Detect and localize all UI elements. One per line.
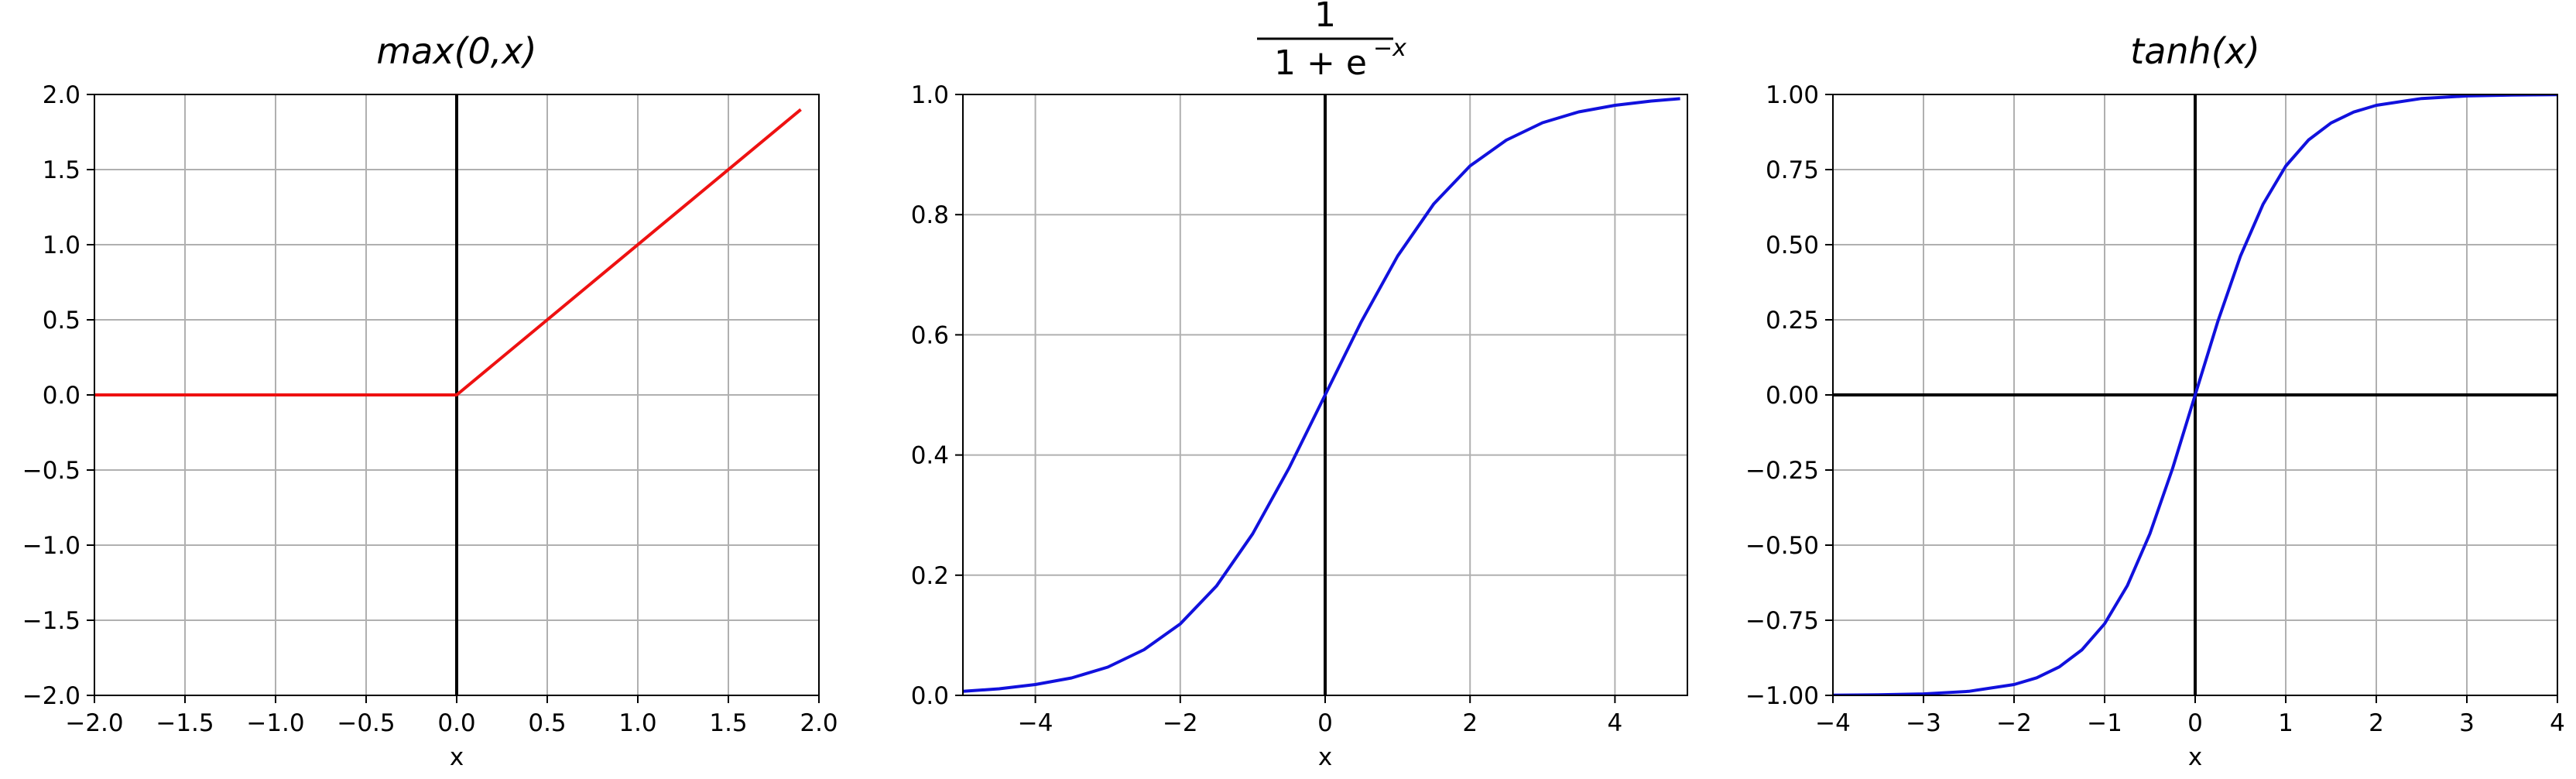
y-tick-label: 0.6	[911, 321, 949, 349]
x-axis-label: x	[1318, 743, 1332, 771]
chart-title-numerator: 1	[1314, 0, 1336, 35]
series-line-1	[963, 97, 1680, 693]
x-tick-label: 1	[2278, 709, 2293, 737]
x-axis-label: x	[2188, 743, 2202, 771]
x-tick-label: 1.0	[618, 709, 656, 737]
chart-panel-3: −4 −3 −2 −1 0 1 2 3 4 −1.00 −0.75 −0.50 −0.25 0.00 0.2…	[1745, 30, 2565, 771]
y-tick-label: −0.5	[22, 457, 80, 485]
x-tick-label: 3	[2459, 709, 2475, 737]
series-line-1	[94, 108, 802, 396]
x-tick-label: 4	[1608, 709, 1623, 737]
x-tick-label: 0	[2187, 709, 2203, 737]
y-tick-label: 0.8	[911, 201, 949, 229]
y-tick-label: 0.50	[1766, 232, 1819, 259]
y-tick-label: 2.0	[43, 81, 80, 109]
y-tick-label: 1.00	[1766, 81, 1819, 109]
chart-panel-1: −2.0 −1.5 −1.0 −0.5 0.0 0.5 1.0 1.5 2.0 −2.0 −1.5 −…	[22, 30, 838, 771]
y-tick-label: −1.5	[22, 607, 80, 635]
x-tick-label: −0.5	[337, 709, 395, 737]
y-tick-label: −2.0	[22, 682, 80, 710]
x-tick-label: −2	[1996, 709, 2032, 737]
x-tick-label: −1	[2087, 709, 2122, 737]
x-tick-label: −3	[1906, 709, 1941, 737]
x-tick-label: 4	[2550, 709, 2565, 737]
series-line-1	[1833, 94, 2557, 695]
y-tick-label: 0.75	[1766, 156, 1819, 184]
chart-title-exponent: −x	[1373, 35, 1406, 62]
y-tick-label: 1.5	[43, 156, 80, 184]
x-tick-label: 0	[1317, 709, 1333, 737]
x-tick-label: 2.0	[800, 709, 838, 737]
chart-panel-2: −4 −2 0 2 4 0.0 0.2 0.4 0.6 0.8 1.0 x 1 1 + e −x	[911, 0, 1688, 771]
y-tick-label: 0.0	[43, 382, 80, 410]
x-tick-label: −2.0	[65, 709, 123, 737]
chart-title-denominator: 1 + e	[1274, 43, 1367, 83]
chart-title: max(0,x)	[376, 30, 536, 72]
y-tick-label: 0.0	[911, 682, 949, 710]
y-tick-label: −0.75	[1745, 607, 1819, 635]
y-tick-label: −0.25	[1745, 457, 1819, 485]
y-tick-label: 1.0	[911, 81, 949, 109]
x-tick-label: 0.5	[528, 709, 566, 737]
x-axis-label: x	[450, 743, 464, 771]
y-tick-label: −1.00	[1745, 682, 1819, 710]
x-tick-label: −1.0	[246, 709, 304, 737]
x-tick-label: 1.5	[709, 709, 747, 737]
x-tick-label: −4	[1018, 709, 1053, 737]
x-tick-label: −4	[1815, 709, 1851, 737]
y-tick-label: 0.5	[43, 307, 80, 335]
y-tick-label: 0.25	[1766, 307, 1819, 335]
x-tick-label: 0.0	[437, 709, 475, 737]
x-tick-label: −1.5	[156, 709, 214, 737]
x-tick-label: 2	[1462, 709, 1478, 737]
y-tick-label: 0.4	[911, 442, 949, 470]
y-tick-label: 1.0	[43, 232, 80, 259]
y-tick-label: 0.2	[911, 562, 949, 590]
y-tick-label: −0.50	[1745, 532, 1819, 560]
y-tick-label: 0.00	[1766, 382, 1819, 410]
x-tick-label: 2	[2369, 709, 2384, 737]
x-tick-label: −2	[1163, 709, 1198, 737]
y-tick-label: −1.0	[22, 532, 80, 560]
chart-title: tanh(x)	[2130, 30, 2260, 72]
